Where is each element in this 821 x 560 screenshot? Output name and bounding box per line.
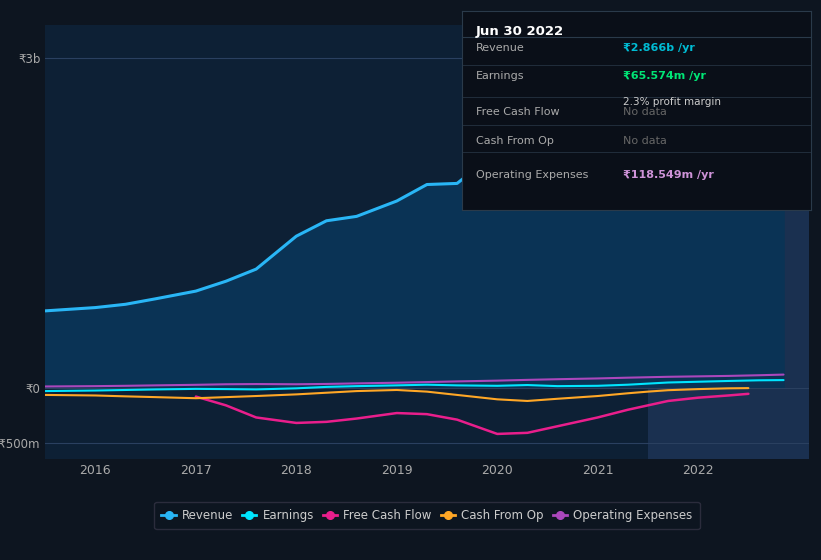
Text: Earnings: Earnings: [476, 71, 525, 81]
Text: Revenue: Revenue: [476, 43, 525, 53]
Text: No data: No data: [623, 137, 667, 147]
Text: No data: No data: [623, 106, 667, 116]
Text: Jun 30 2022: Jun 30 2022: [476, 25, 564, 38]
Text: ₹118.549m /yr: ₹118.549m /yr: [623, 170, 713, 180]
Text: Free Cash Flow: Free Cash Flow: [476, 106, 560, 116]
Text: 2.3% profit margin: 2.3% profit margin: [623, 97, 721, 107]
Text: Cash From Op: Cash From Op: [476, 137, 554, 147]
Text: Operating Expenses: Operating Expenses: [476, 170, 589, 180]
Text: ₹65.574m /yr: ₹65.574m /yr: [623, 71, 706, 81]
Text: ₹2.866b /yr: ₹2.866b /yr: [623, 43, 695, 53]
Bar: [648, 25, 809, 459]
Legend: Revenue, Earnings, Free Cash Flow, Cash From Op, Operating Expenses: Revenue, Earnings, Free Cash Flow, Cash …: [154, 502, 699, 529]
